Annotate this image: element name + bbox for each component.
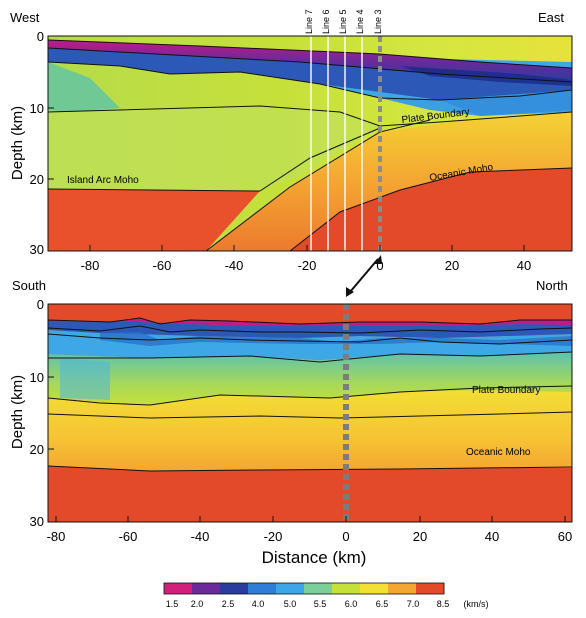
top-x-tick: 0: [376, 258, 383, 273]
colorbar-tick: 6.5: [376, 599, 389, 609]
survey-line-labels: Line 7 Line 6 Line 5 Line 4 Line 3: [304, 9, 383, 34]
top-ticks: [48, 35, 525, 252]
bottom-x-tick: -80: [47, 529, 66, 544]
line-7-label: Line 7: [304, 9, 314, 34]
colorbar-swatch: [248, 583, 277, 594]
colorbar-swatch: [388, 583, 417, 594]
island-arc-moho-annotation: Island Arc Moho: [67, 175, 139, 186]
top-velocity-model: [48, 36, 572, 251]
bottom-frame: [47, 303, 573, 523]
bottom-x-tick: -40: [191, 529, 210, 544]
top-y-tick-labels: 0 10 20 30: [30, 29, 44, 257]
colorbar-tick-labels: 1.5 2.0 2.5 4.0 5.0 5.5 6.0 6.5 7.0 8.5: [166, 599, 450, 609]
top-x-tick-labels: -80 -60 -40 -20 0 20 40: [81, 258, 532, 273]
bottom-x-tick-labels: -80 -60 -40 -20 0 20 40 60: [47, 529, 573, 544]
bottom-y-tick: 0: [37, 297, 44, 312]
top-x-tick: -40: [225, 258, 244, 273]
line-5-label: Line 5: [338, 9, 348, 34]
colorbar-unit: (km/s): [464, 599, 489, 609]
top-y-tick: 10: [30, 101, 44, 116]
top-x-tick: 20: [445, 258, 459, 273]
bottom-x-tick: 60: [558, 529, 572, 544]
top-panel: West East Line 7 Line 6 Line 5 Line 4 Li…: [9, 9, 573, 273]
distance-axis-label: Distance (km): [262, 548, 367, 567]
colorbar-swatch: [332, 583, 361, 594]
colorbar-tick: 5.5: [314, 599, 327, 609]
survey-line-markers: [310, 36, 363, 251]
colorbar-swatch: [360, 583, 389, 594]
colorbar-tick: 7.0: [407, 599, 420, 609]
bottom-y-tick: 20: [30, 442, 44, 457]
velocity-colorbar: 1.5 2.0 2.5 4.0 5.0 5.5 6.0 6.5 7.0 8.5 …: [163, 582, 489, 609]
top-frame: [47, 35, 573, 252]
colorbar-tick: 6.0: [345, 599, 358, 609]
bottom-x-tick: -60: [119, 529, 138, 544]
top-x-tick: -80: [81, 258, 100, 273]
colorbar-swatch: [220, 583, 249, 594]
bottom-x-tick: 0: [342, 529, 349, 544]
bottom-boundary-lines: [48, 317, 572, 472]
colorbar-swatch: [304, 583, 333, 594]
bottom-x-tick: 20: [413, 529, 427, 544]
bottom-y-tick: 30: [30, 514, 44, 529]
colorbar-tick: 2.0: [191, 599, 204, 609]
connector-arrow: [346, 255, 382, 297]
top-depth-axis-label: Depth (km): [9, 106, 26, 180]
west-label: West: [10, 10, 40, 25]
east-label: East: [538, 10, 564, 25]
top-x-tick: -60: [153, 258, 172, 273]
bottom-depth-axis-label: Depth (km): [9, 375, 26, 449]
bottom-x-tick: -20: [264, 529, 283, 544]
colorbar-tick: 8.5: [437, 599, 450, 609]
colorbar-swatch: [192, 583, 221, 594]
top-x-tick: -20: [298, 258, 317, 273]
bottom-y-tick-labels: 0 10 20 30: [30, 297, 44, 529]
bottom-ticks: [48, 303, 566, 523]
colorbar-swatch: [164, 583, 193, 594]
bottom-velocity-model: [48, 304, 572, 522]
north-label: North: [536, 278, 568, 293]
bottom-plate-boundary-annotation: Plate Boundary: [472, 385, 540, 396]
bottom-y-tick: 10: [30, 370, 44, 385]
colorbar-tick: 2.5: [222, 599, 235, 609]
colorbar-tick: 5.0: [284, 599, 297, 609]
top-y-tick: 30: [30, 242, 44, 257]
bottom-x-tick: 40: [485, 529, 499, 544]
top-y-tick: 0: [37, 29, 44, 44]
line-3-label: Line 3: [373, 9, 383, 34]
line-6-label: Line 6: [321, 9, 331, 34]
colorbar-swatches: [164, 583, 445, 594]
colorbar-swatch: [416, 583, 445, 594]
bottom-oceanic-moho-annotation: Oceanic Moho: [466, 447, 531, 458]
bottom-panel: South North Depth (km) 0 10 20 30 -80 -6…: [9, 278, 573, 567]
top-x-tick: 40: [517, 258, 531, 273]
colorbar-frame: [163, 582, 445, 595]
colorbar-swatch: [276, 583, 305, 594]
line-4-label: Line 4: [355, 9, 365, 34]
colorbar-tick: 1.5: [166, 599, 179, 609]
colorbar-tick: 4.0: [252, 599, 265, 609]
top-y-tick: 20: [30, 172, 44, 187]
top-boundary-lines: [48, 39, 572, 251]
south-label: South: [12, 278, 46, 293]
